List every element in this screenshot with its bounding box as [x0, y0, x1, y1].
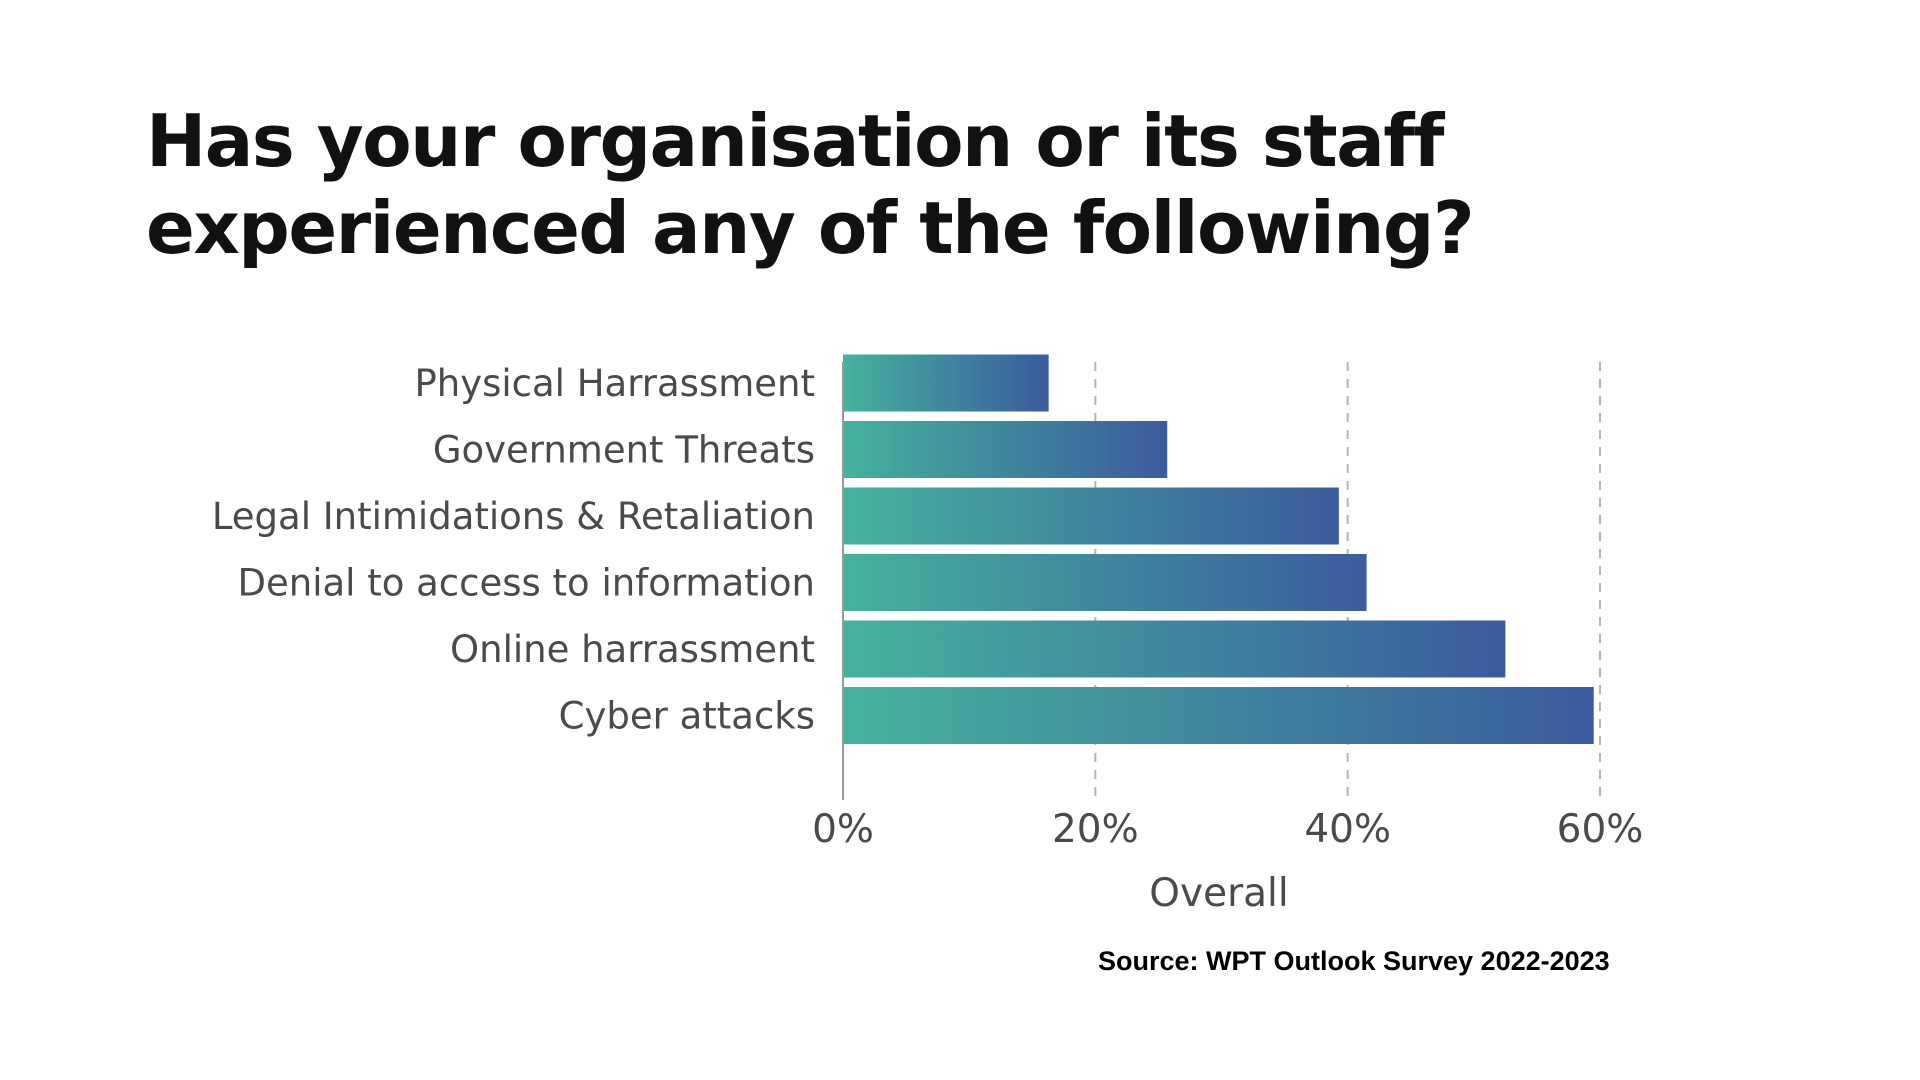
tick-labels: 0% 20% 40% 60%	[812, 807, 1643, 852]
x-tick-label-3: 60%	[1557, 807, 1644, 852]
category-labels: Physical Harrassment Government Threats Le…	[212, 362, 815, 738]
bar-1	[843, 421, 1168, 478]
x-axis-title: Overall	[1149, 871, 1288, 916]
x-tick-label-2: 40%	[1304, 807, 1391, 852]
bar-0	[843, 354, 1049, 412]
category-label-0: Physical Harrassment	[414, 362, 815, 405]
chart-title-line-1: Has your organisation or its staff	[146, 99, 1444, 183]
x-tick-label-1: 20%	[1052, 807, 1139, 852]
category-label-5: Cyber attacks	[559, 695, 815, 738]
chart-title-line-2: experienced any of the following?	[146, 186, 1475, 270]
x-tick-label-0: 0%	[812, 807, 874, 852]
bar-4	[843, 620, 1506, 678]
chart-title: Has your organisation or its staff exper…	[146, 98, 1475, 272]
bar-2	[843, 487, 1339, 545]
source-note: Source: WPT Outlook Survey 2022-2023	[1098, 946, 1610, 976]
category-label-4: Online harrassment	[450, 628, 815, 671]
category-label-1: Government Threats	[433, 429, 815, 472]
category-label-2: Legal Intimidations & Retaliation	[212, 495, 815, 538]
bars	[843, 354, 1594, 744]
category-label-3: Denial to access to information	[238, 562, 816, 605]
bar-5	[843, 687, 1594, 744]
bar-3	[843, 554, 1367, 611]
